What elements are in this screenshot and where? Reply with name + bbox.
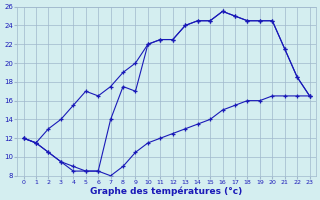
X-axis label: Graphe des températures (°c): Graphe des températures (°c): [91, 186, 243, 196]
